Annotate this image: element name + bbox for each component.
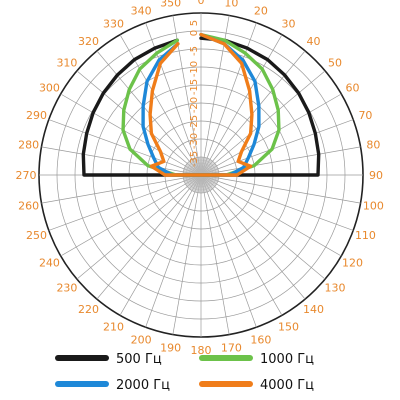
legend-label: 2000 Гц: [116, 378, 170, 393]
radial-tick-labels: 5 0 -5 -10 -15 -20 -25 -30 -35: [189, 20, 200, 167]
grid-spoke: [200, 174, 230, 335]
legend-label: 500 Гц: [116, 352, 162, 367]
grid-spoke: [119, 174, 202, 316]
angle-tick-label: 250: [26, 229, 47, 242]
grid-spoke: [200, 174, 342, 257]
grid-spoke: [48, 174, 202, 231]
angle-tick-label: 320: [78, 35, 99, 48]
angle-tick-label: 200: [131, 333, 152, 346]
angle-tick-label: 220: [78, 303, 99, 316]
grid-spoke: [76, 70, 202, 176]
grid-spoke: [200, 174, 361, 204]
grid-fine-spoke: [200, 157, 202, 176]
angle-tick-label: 50: [328, 57, 342, 70]
grid-spoke: [200, 174, 257, 328]
grid-spoke: [96, 174, 202, 300]
grid-spoke: [41, 174, 202, 204]
grid-spoke: [200, 174, 306, 300]
grid-spoke: [60, 93, 202, 176]
angle-tick-label: 150: [278, 321, 299, 334]
angle-tick-label: 90: [369, 169, 383, 182]
radial-tick-label: -15: [189, 79, 200, 95]
angle-tick-label: 240: [39, 257, 60, 270]
angle-tick-label: 340: [131, 5, 152, 18]
angle-tick-label: 190: [160, 341, 181, 354]
angle-tick-label: 40: [306, 35, 320, 48]
angle-tick-label: 60: [346, 82, 360, 95]
grid-spoke: [200, 174, 354, 231]
angle-tick-label: 120: [342, 257, 363, 270]
angle-tick-label: 330: [103, 17, 124, 30]
angle-tick-label: 180: [191, 344, 212, 357]
angle-tick-label: 230: [56, 281, 77, 294]
grid-spoke: [200, 34, 283, 176]
radial-tick-label: -30: [189, 133, 200, 149]
grid-spoke: [41, 146, 202, 176]
series-line: [148, 32, 254, 177]
grid-spoke: [145, 174, 202, 328]
angle-tick-label: 10: [224, 0, 238, 10]
series-line: [81, 36, 321, 177]
radial-tick-label: -10: [189, 61, 200, 77]
angle-tick-label: 170: [221, 341, 242, 354]
legend-label: 1000 Гц: [260, 352, 314, 367]
angle-tick-label: 100: [363, 199, 384, 212]
legend: 500 Гц 1000 Гц 2000 Гц 4000 Гц: [55, 352, 314, 393]
radial-tick-label: 0: [189, 30, 200, 36]
angle-tick-label: 260: [18, 199, 39, 212]
legend-label: 4000 Гц: [260, 378, 314, 393]
radial-tick-label: -25: [189, 115, 200, 131]
grid-spoke: [60, 174, 202, 257]
grid-spoke: [48, 119, 202, 176]
radial-tick-label: -5: [189, 46, 200, 56]
angle-tick-label: 110: [355, 229, 376, 242]
angle-tick-label: 310: [56, 57, 77, 70]
grid-spoke: [200, 174, 326, 280]
grid-spoke: [200, 70, 326, 176]
angle-tick-label: 290: [26, 109, 47, 122]
grid-spoke: [172, 174, 202, 335]
angle-tick-labels: 0 102030405060708090100110120130140150160…: [16, 0, 384, 357]
angle-tick-label: 300: [39, 82, 60, 95]
grid-spoke: [200, 146, 361, 176]
angle-tick-label: 140: [303, 303, 324, 316]
grid-spoke: [76, 174, 202, 280]
series-lines: [81, 32, 321, 177]
angle-tick-label: 80: [366, 139, 380, 152]
angle-tick-label: 0: [198, 0, 205, 7]
angle-tick-label: 160: [250, 333, 271, 346]
radial-tick-label: -35: [189, 151, 200, 167]
grid-spoke: [119, 34, 202, 176]
radial-tick-label: -20: [189, 97, 200, 113]
grid-spoke: [200, 93, 342, 176]
angle-tick-label: 210: [103, 321, 124, 334]
angle-tick-label: 70: [358, 109, 372, 122]
angle-tick-label: 350: [160, 0, 181, 10]
grid-spoke: [200, 174, 283, 316]
angle-tick-label: 280: [18, 139, 39, 152]
angle-tick-label: 20: [254, 5, 268, 18]
radial-tick-label: 5: [189, 20, 200, 26]
angle-tick-label: 270: [16, 169, 37, 182]
grid-spoke: [200, 119, 354, 176]
angle-tick-label: 130: [325, 281, 346, 294]
angle-tick-label: 30: [282, 17, 296, 30]
